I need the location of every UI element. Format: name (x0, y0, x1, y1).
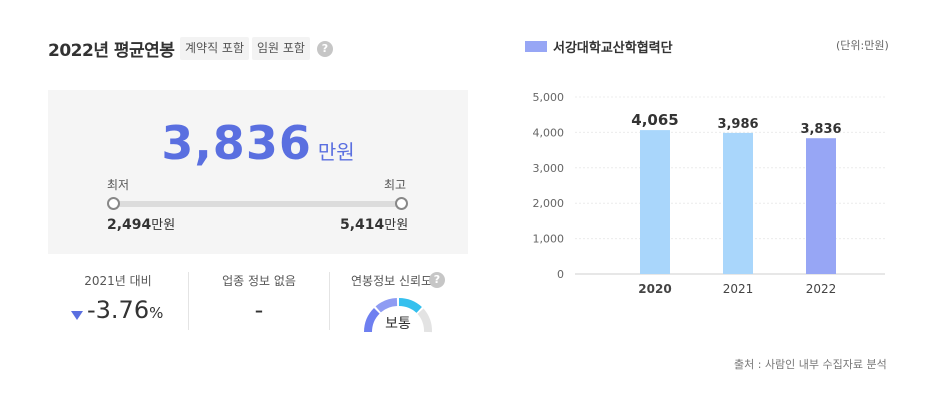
question-circle-icon[interactable]: ? (429, 272, 445, 288)
bar-2020 (640, 130, 670, 274)
x-tick-label: 2020 (638, 282, 671, 296)
stats-divider (188, 272, 189, 330)
y-tick-label: 3,000 (533, 162, 565, 175)
min-label: 최저 (107, 178, 130, 192)
triangle-down-icon (71, 311, 83, 320)
page-title: 2022년 평균연봉 (48, 41, 175, 61)
change-number: -3.76 (87, 296, 150, 324)
change-label: 2021년 대비 (84, 274, 152, 288)
salary-panel (48, 90, 468, 254)
average-salary-value: 3,836 (161, 116, 312, 170)
y-tick-label: 0 (557, 268, 564, 281)
max-salary: 5,414만원 (340, 214, 408, 233)
data-label-2022: 3,836 (800, 122, 841, 137)
stats-divider (329, 272, 330, 330)
data-label-2021: 3,986 (717, 117, 758, 132)
min-salary: 2,494만원 (107, 214, 175, 233)
max-salary-unit: 만원 (384, 218, 409, 233)
industry-label: 업종 정보 없음 (222, 274, 296, 288)
bar-2021 (723, 132, 753, 274)
min-knob (107, 197, 120, 210)
average-salary: 3,836 만원 (48, 116, 468, 170)
tag-contract: 계약직 포함 (180, 37, 250, 60)
reliability-label: 연봉정보 신뢰도 (351, 274, 433, 288)
bar-2022 (806, 138, 836, 274)
max-label: 최고 (384, 178, 407, 192)
question-circle-icon[interactable]: ? (317, 41, 333, 57)
industry-value: - (254, 296, 264, 324)
bar-chart: 5,000 4,000 3,000 2,000 1,000 0 4,065 2020 3,986… (533, 91, 885, 296)
legend-label: 서강대학교산학협력단 (553, 41, 673, 56)
x-tick-label: 2021 (723, 282, 754, 296)
reliability-value: 보통 (385, 316, 411, 332)
max-knob (395, 197, 408, 210)
change-unit: % (149, 304, 164, 322)
reliability-gauge: 보통 (364, 298, 432, 333)
change-value: -3.76% (87, 296, 163, 324)
gauge-segment-low (364, 307, 380, 333)
data-label-2020: 4,065 (631, 111, 678, 129)
gauge-segment-empty (417, 308, 432, 333)
y-tick-label: 4,000 (533, 126, 565, 139)
y-tick-label: 5,000 (533, 91, 565, 104)
unit-note: (단위:만원) (836, 39, 889, 52)
source-note: 출처 : 사람인 내부 수집자료 분석 (734, 358, 887, 371)
y-tick-label: 2,000 (533, 197, 565, 210)
y-tick-label: 1,000 (533, 233, 565, 246)
gauge-segment-high (398, 298, 422, 314)
gauge-segment-mid (375, 298, 398, 313)
legend-swatch (525, 41, 547, 52)
min-salary-unit: 만원 (151, 218, 176, 233)
salary-range-track (113, 201, 401, 207)
tag-executive: 임원 포함 (252, 37, 310, 60)
min-salary-value: 2,494 (107, 217, 152, 233)
max-salary-value: 5,414 (340, 217, 385, 233)
average-salary-unit: 만원 (317, 140, 355, 164)
x-tick-label: 2022 (806, 282, 837, 296)
